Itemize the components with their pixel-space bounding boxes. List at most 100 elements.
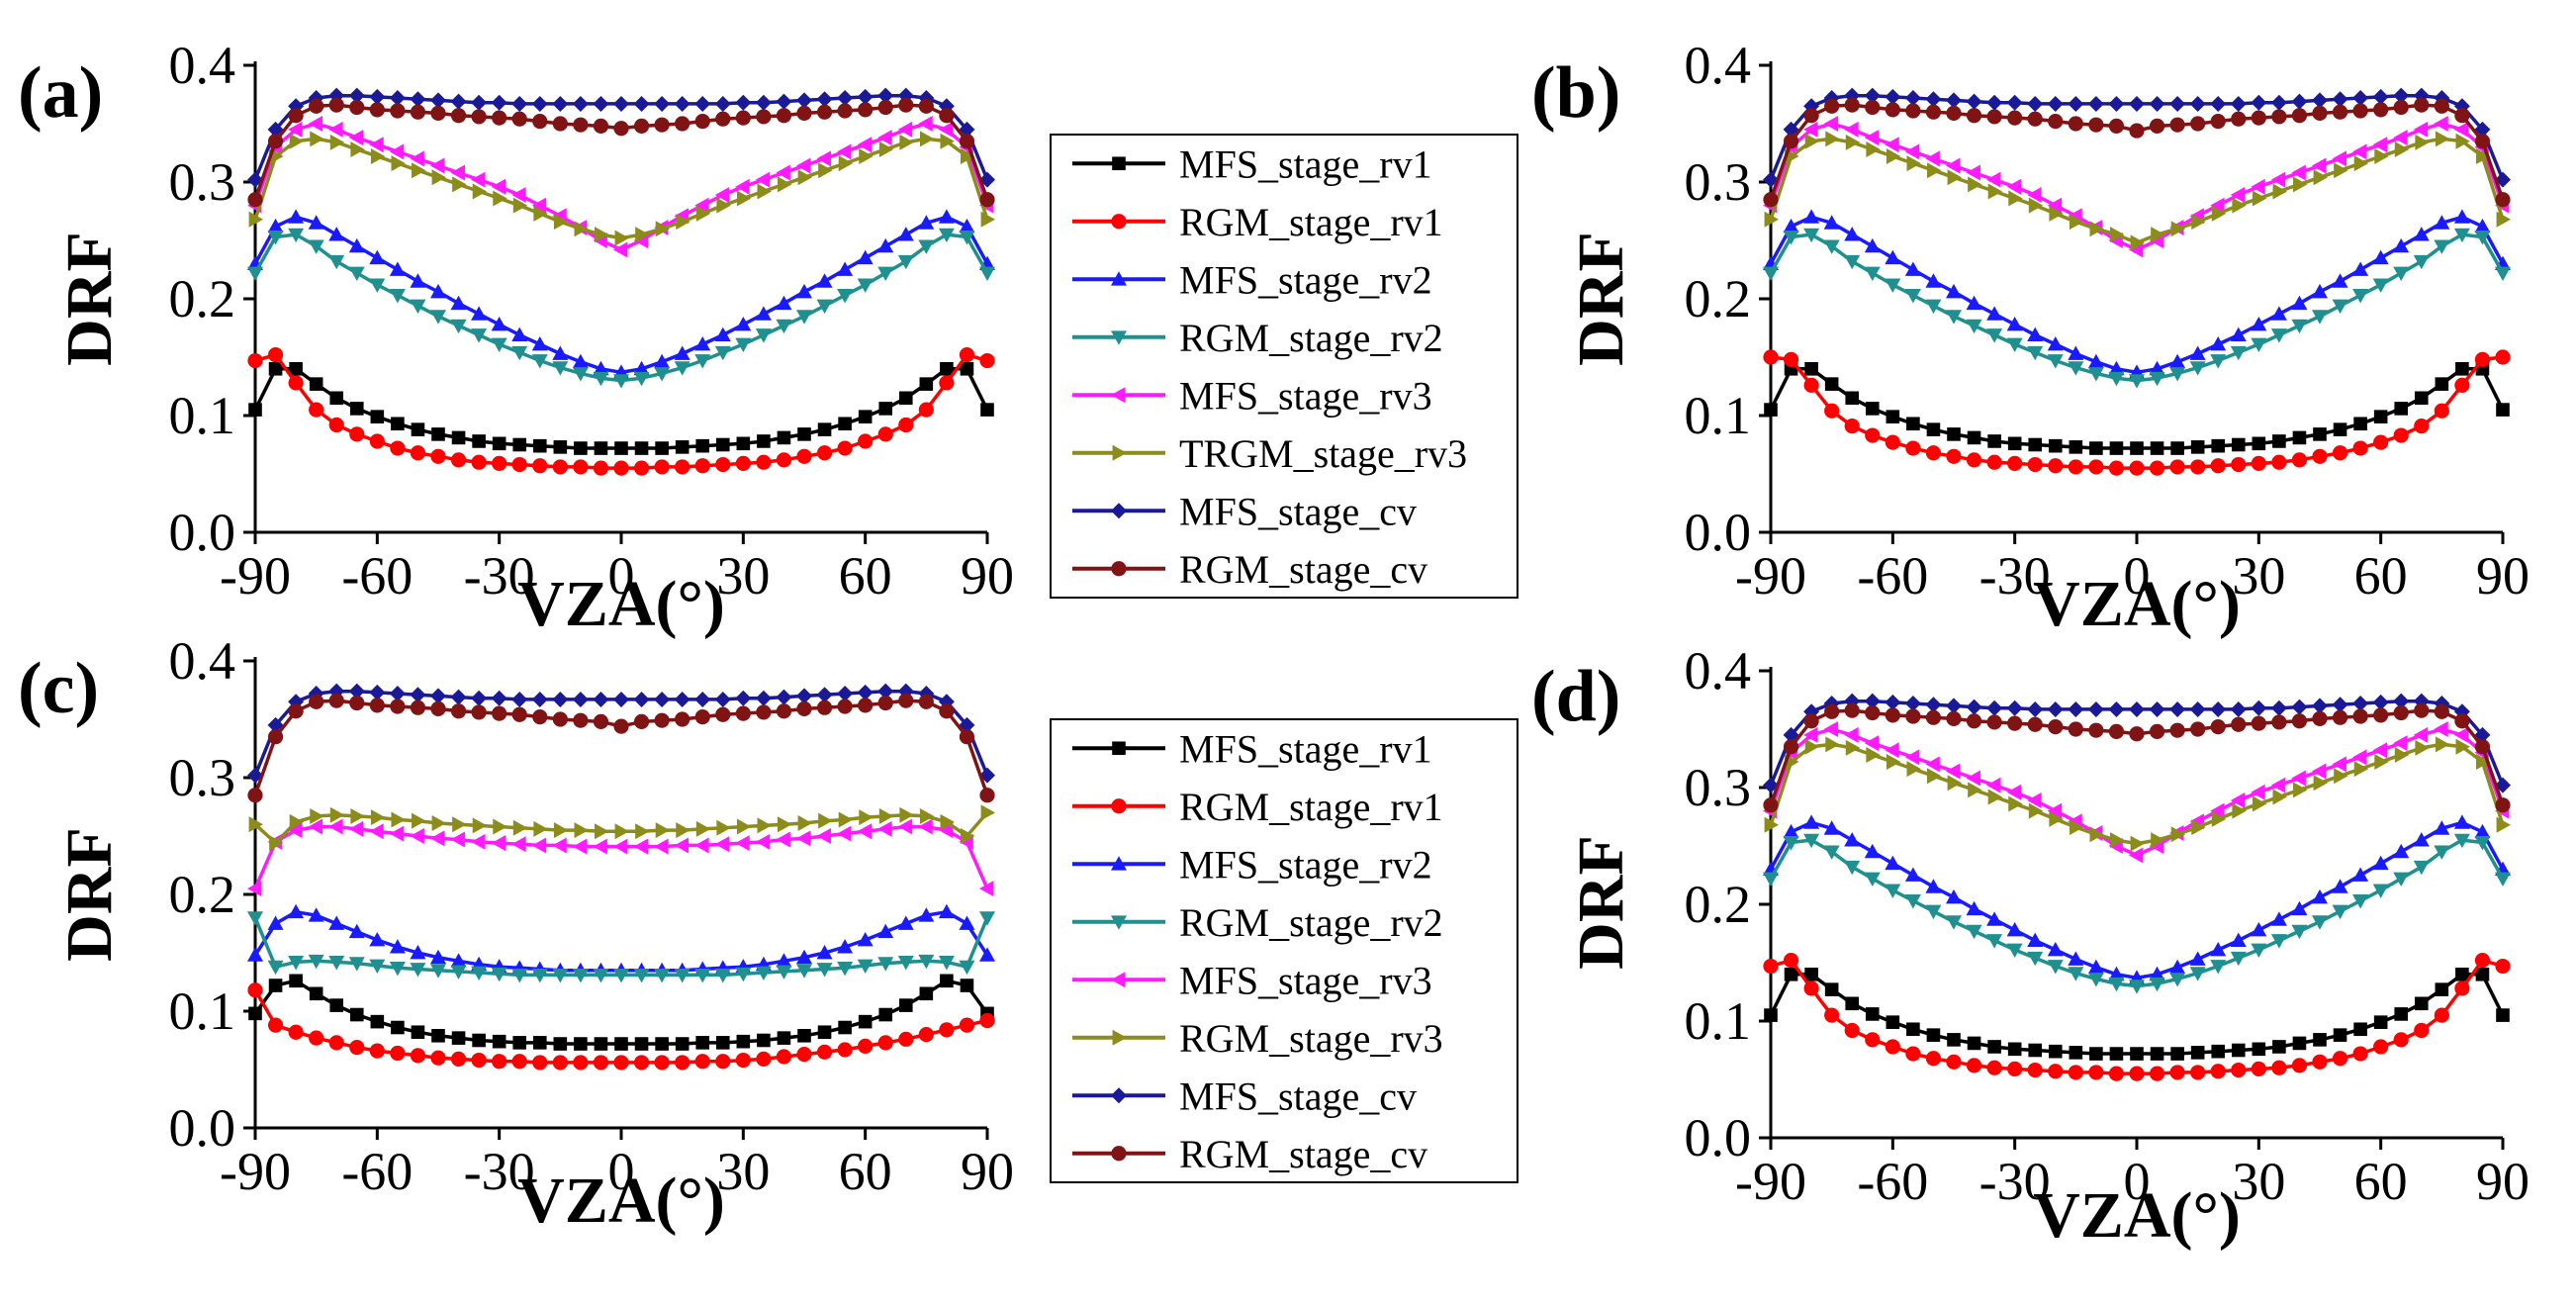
data-point xyxy=(1904,143,1920,160)
data-point xyxy=(776,1049,792,1065)
data-point xyxy=(736,436,751,451)
x-tick-label: 60 xyxy=(2354,546,2408,606)
data-point xyxy=(2495,958,2511,975)
data-point xyxy=(450,164,465,181)
data-point xyxy=(1925,904,1942,920)
data-point xyxy=(2169,353,2186,369)
data-point xyxy=(1968,782,1982,798)
data-point xyxy=(2435,736,2450,753)
data-point xyxy=(2454,377,2470,393)
y-tick-label: 0.3 xyxy=(1685,152,1752,212)
data-point xyxy=(2252,1042,2266,1057)
data-point xyxy=(2210,354,2227,369)
data-point xyxy=(2393,1032,2409,1048)
x-axis-title: VZA(°) xyxy=(2033,1179,2241,1252)
data-point xyxy=(593,460,609,476)
legend-label: RGM_stage_rv1 xyxy=(1179,785,1443,829)
data-point xyxy=(694,709,710,725)
legend-entry: TRGM_stage_rv3 xyxy=(1072,431,1467,476)
data-point xyxy=(838,417,852,431)
data-point xyxy=(2474,351,2491,367)
data-point xyxy=(2270,171,2286,188)
data-point xyxy=(633,118,650,134)
x-tick-label: 60 xyxy=(839,546,892,606)
x-tick-label: 90 xyxy=(961,546,1014,606)
data-point xyxy=(2332,104,2348,120)
series-line xyxy=(253,979,989,1046)
series-1 xyxy=(1763,953,2511,1081)
data-point xyxy=(2251,110,2266,126)
data-point xyxy=(837,440,853,456)
data-point xyxy=(2149,700,2165,717)
data-point xyxy=(654,691,671,707)
data-point xyxy=(918,402,934,418)
data-point xyxy=(2474,218,2491,233)
data-point xyxy=(369,433,385,449)
data-point xyxy=(1967,430,1981,445)
data-point xyxy=(918,907,935,922)
data-point xyxy=(2149,977,2165,992)
data-point xyxy=(2108,360,2125,376)
data-point xyxy=(412,812,426,829)
data-point xyxy=(348,87,365,104)
data-point xyxy=(288,1024,304,1040)
data-point xyxy=(756,704,772,720)
data-point xyxy=(472,434,486,448)
series-3 xyxy=(1763,228,2511,389)
data-point xyxy=(2210,1064,2226,1079)
data-point xyxy=(247,947,263,962)
data-point xyxy=(959,960,975,976)
data-point xyxy=(899,806,914,823)
data-point xyxy=(2251,94,2267,111)
data-point xyxy=(1865,99,1881,116)
data-point xyxy=(2006,316,2023,331)
data-point xyxy=(918,1027,934,1043)
data-point xyxy=(411,1025,425,1040)
data-point xyxy=(349,695,365,711)
data-point xyxy=(613,95,629,112)
data-point xyxy=(877,99,893,116)
data-point xyxy=(2251,316,2267,331)
data-point xyxy=(2291,295,2308,311)
data-point xyxy=(1783,953,1799,969)
data-point xyxy=(531,691,548,707)
x-tick-label: 30 xyxy=(2232,1152,2285,1211)
data-point xyxy=(2496,816,2511,833)
data-point xyxy=(492,110,507,126)
data-point xyxy=(2291,452,2308,468)
data-point xyxy=(595,823,609,840)
data-point xyxy=(796,310,812,325)
data-point xyxy=(959,231,975,245)
data-point xyxy=(451,1031,466,1045)
data-point xyxy=(491,967,507,982)
data-point xyxy=(288,209,305,224)
data-point xyxy=(898,391,913,406)
data-point xyxy=(2211,1044,2226,1059)
data-point xyxy=(2088,459,2104,475)
data-point xyxy=(2455,133,2470,149)
series-0 xyxy=(248,362,994,455)
data-point xyxy=(2372,137,2388,153)
data-point xyxy=(2007,436,2022,451)
data-point xyxy=(2372,88,2389,105)
data-point xyxy=(369,684,386,700)
data-point xyxy=(450,1051,467,1067)
data-point xyxy=(329,134,345,150)
data-point xyxy=(1763,872,1779,887)
data-point xyxy=(2129,726,2145,742)
data-point xyxy=(2453,228,2470,243)
data-point xyxy=(349,1039,365,1056)
data-point xyxy=(552,1055,568,1071)
y-tick-label: 0.1 xyxy=(1685,386,1752,445)
data-point xyxy=(2068,721,2083,737)
data-point xyxy=(2270,306,2287,321)
data-point xyxy=(1987,183,2003,200)
data-point xyxy=(1864,266,1881,282)
data-point xyxy=(2087,973,2104,987)
data-point xyxy=(939,703,955,719)
data-point xyxy=(2291,164,2306,181)
data-point xyxy=(735,705,751,721)
data-point xyxy=(1946,763,1961,780)
data-point xyxy=(1804,738,1820,755)
data-point xyxy=(2372,278,2389,293)
